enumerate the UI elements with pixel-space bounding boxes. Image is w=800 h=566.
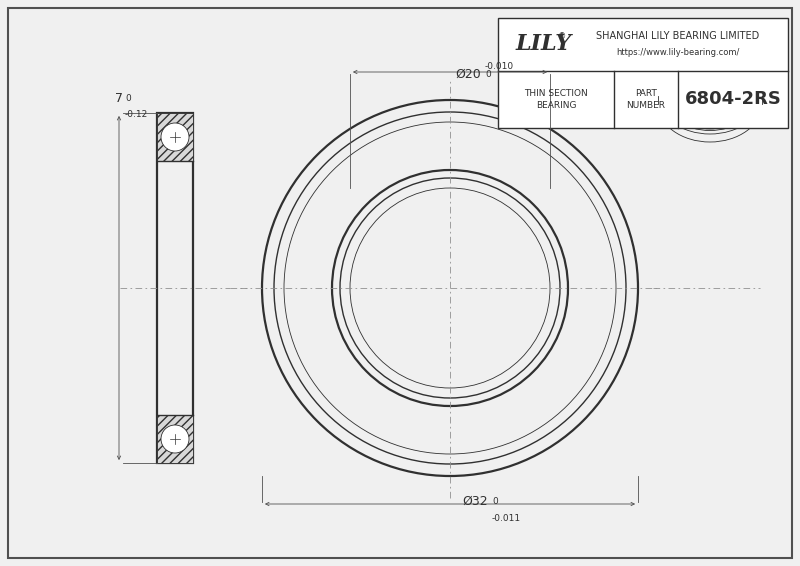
- Bar: [157, 113, 193, 463]
- Bar: [157, 415, 193, 463]
- Text: -0.011: -0.011: [492, 514, 521, 523]
- Text: NUMBER: NUMBER: [626, 101, 666, 110]
- Text: 7: 7: [115, 92, 123, 105]
- Circle shape: [161, 123, 189, 151]
- Text: THIN SECTION: THIN SECTION: [524, 89, 588, 98]
- Text: 6804-2RS: 6804-2RS: [685, 91, 782, 109]
- Bar: [157, 113, 193, 161]
- Circle shape: [161, 425, 189, 453]
- Text: -0.010: -0.010: [485, 62, 514, 71]
- Text: -0.12: -0.12: [125, 110, 148, 119]
- Text: LILY: LILY: [516, 33, 572, 55]
- Text: https://www.lily-bearing.com/: https://www.lily-bearing.com/: [616, 48, 739, 57]
- Text: Ø32: Ø32: [462, 495, 488, 508]
- Text: SHANGHAI LILY BEARING LIMITED: SHANGHAI LILY BEARING LIMITED: [596, 31, 759, 41]
- Text: BEARING: BEARING: [536, 101, 576, 110]
- Text: 0: 0: [485, 70, 490, 79]
- Text: 0: 0: [492, 497, 498, 506]
- Text: ®: ®: [558, 32, 566, 41]
- Bar: [498, 18, 788, 128]
- Text: 0: 0: [125, 94, 130, 103]
- Text: PART: PART: [635, 89, 657, 98]
- Text: Ø20: Ø20: [455, 68, 481, 81]
